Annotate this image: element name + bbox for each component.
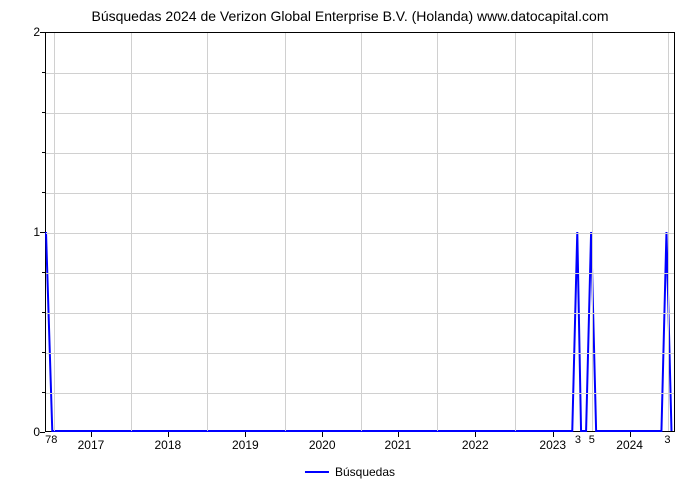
data-point-label: 3 (664, 434, 670, 446)
gridline-v (515, 33, 516, 431)
gridline-h-minor (46, 73, 674, 74)
gridline-v (207, 33, 208, 431)
gridline-v (131, 33, 132, 431)
legend: Búsquedas (305, 465, 395, 479)
gridline-h-minor (46, 273, 674, 274)
x-axis-label: 2022 (462, 438, 489, 452)
y-minor-tick (42, 392, 45, 393)
y-minor-tick (42, 152, 45, 153)
y-minor-tick (42, 352, 45, 353)
x-axis-label: 2021 (384, 438, 411, 452)
legend-swatch (305, 471, 329, 473)
y-minor-tick (42, 112, 45, 113)
gridline-h-minor (46, 353, 674, 354)
x-tick-mark (245, 432, 246, 437)
x-axis-label: 2019 (232, 438, 259, 452)
gridline-v (668, 33, 669, 431)
plot-area (45, 32, 675, 432)
x-tick-mark (398, 432, 399, 437)
gridline-h-minor (46, 393, 674, 394)
x-axis-label: 2018 (154, 438, 181, 452)
y-tick-mark (40, 432, 45, 433)
x-axis-label: 2020 (309, 438, 336, 452)
gridline-v (285, 33, 286, 431)
y-minor-tick (42, 72, 45, 73)
y-minor-tick (42, 192, 45, 193)
gridline-h-minor (46, 153, 674, 154)
x-axis-label: 2023 (539, 438, 566, 452)
gridline-h-minor (46, 113, 674, 114)
y-tick-mark (40, 232, 45, 233)
data-line (46, 33, 674, 431)
x-tick-mark (630, 432, 631, 437)
gridline-h-minor (46, 313, 674, 314)
gridline-h-minor (46, 193, 674, 194)
chart-container: Búsquedas 2024 de Verizon Global Enterpr… (0, 0, 700, 500)
x-tick-mark (475, 432, 476, 437)
y-minor-tick (42, 312, 45, 313)
gridline-v (361, 33, 362, 431)
x-axis-label: 2017 (78, 438, 105, 452)
x-tick-mark (91, 432, 92, 437)
chart-title: Búsquedas 2024 de Verizon Global Enterpr… (0, 0, 700, 24)
x-tick-mark (168, 432, 169, 437)
data-point-label: 78 (45, 434, 57, 446)
data-point-label: 3 (575, 434, 581, 446)
x-axis-label: 2024 (616, 438, 643, 452)
y-minor-tick (42, 272, 45, 273)
y-axis-label: 0 (33, 425, 40, 439)
gridline-v (54, 33, 55, 431)
y-axis-label: 2 (33, 25, 40, 39)
gridline-v (437, 33, 438, 431)
x-tick-mark (553, 432, 554, 437)
data-point-label: 5 (589, 434, 595, 446)
y-tick-mark (40, 32, 45, 33)
y-axis-label: 1 (33, 225, 40, 239)
gridline-h (46, 233, 674, 234)
legend-label: Búsquedas (335, 465, 395, 479)
x-tick-mark (322, 432, 323, 437)
gridline-v (592, 33, 593, 431)
